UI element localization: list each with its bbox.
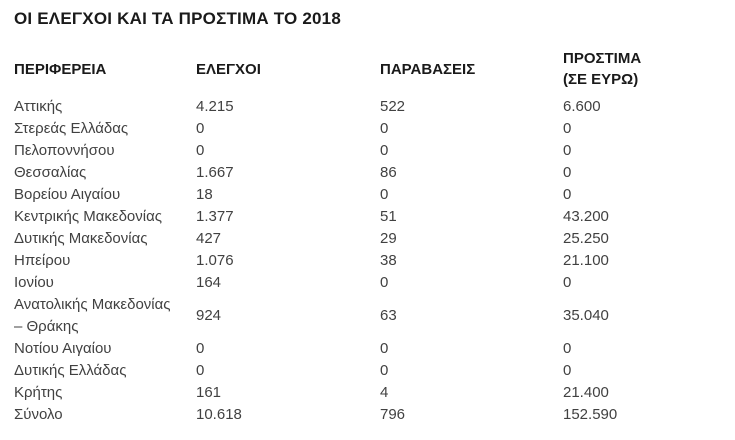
fines-cell: 0	[563, 164, 572, 181]
violations-cell: 29	[380, 230, 397, 247]
region-cell: Κρήτης	[14, 384, 63, 401]
column-header-region: ΠΕΡΙΦΕΡΕΙΑ	[14, 60, 107, 78]
violations-cell: 0	[380, 340, 389, 357]
inspections-cell: 0	[196, 340, 205, 357]
region-cell: Ανατολικής Μακεδονίας – Θράκης	[14, 296, 171, 335]
region-cell: Βορείου Αιγαίου	[14, 186, 121, 203]
table-row: Θεσσαλίας 1.667 86 0	[14, 162, 721, 184]
violations-cell: 0	[380, 362, 389, 379]
table-row: Ιονίου 164 0 0	[14, 272, 721, 294]
region-cell: Κεντρικής Μακεδονίας	[14, 208, 163, 225]
inspections-fines-table: ΠΕΡΙΦΕΡΕΙΑ ΕΛΕΓΧΟΙ ΠΑΡΑΒΑΣΕΙΣ ΠΡΟΣΤΙΜΑ (…	[14, 48, 721, 426]
region-cell: Στερεάς Ελλάδας	[14, 120, 129, 137]
fines-cell: 0	[563, 142, 572, 159]
inspections-cell: 4.215	[196, 98, 234, 115]
violations-cell: 63	[380, 307, 397, 324]
violations-cell: 0	[380, 274, 389, 291]
region-cell: Πελοποννήσου	[14, 142, 115, 159]
violations-cell: 0	[380, 186, 389, 203]
region-cell: Ηπείρου	[14, 252, 71, 269]
region-cell: Σύνολο	[14, 406, 63, 423]
region-cell: Δυτικής Ελλάδας	[14, 362, 127, 379]
inspections-cell: 0	[196, 362, 205, 379]
violations-cell: 522	[380, 98, 406, 115]
fines-cell: 0	[563, 274, 572, 291]
page-title: ΟΙ ΕΛΕΓΧΟΙ ΚΑΙ ΤΑ ΠΡΟΣΤΙΜΑ ΤΟ 2018	[14, 9, 341, 28]
table-row-total: Σύνολο 10.618 796 152.590	[14, 404, 721, 426]
inspections-cell: 164	[196, 274, 222, 291]
fines-cell: 0	[563, 120, 572, 137]
table-row: Αττικής 4.215 522 6.600	[14, 96, 721, 118]
table-row: Δυτικής Ελλάδας 0 0 0	[14, 360, 721, 382]
fines-cell: 0	[563, 340, 572, 357]
fines-cell: 6.600	[563, 98, 601, 115]
violations-cell: 38	[380, 252, 397, 269]
table-row: Πελοποννήσου 0 0 0	[14, 140, 721, 162]
table-row: Στερεάς Ελλάδας 0 0 0	[14, 118, 721, 140]
column-header-violations: ΠΑΡΑΒΑΣΕΙΣ	[380, 60, 476, 78]
fines-cell: 21.400	[563, 384, 609, 401]
fines-cell: 25.250	[563, 230, 609, 247]
table-row: Ανατολικής Μακεδονίας – Θράκης 924 63 35…	[14, 294, 721, 338]
fines-cell: 152.590	[563, 406, 618, 423]
inspections-cell: 924	[196, 307, 222, 324]
table-row: Δυτικής Μακεδονίας 427 29 25.250	[14, 228, 721, 250]
inspections-cell: 0	[196, 120, 205, 137]
fines-cell: 43.200	[563, 208, 609, 225]
fines-cell: 21.100	[563, 252, 609, 269]
inspections-cell: 161	[196, 384, 222, 401]
column-header-inspections: ΕΛΕΓΧΟΙ	[196, 60, 261, 78]
fines-cell: 0	[563, 186, 572, 203]
table-header-row: ΠΕΡΙΦΕΡΕΙΑ ΕΛΕΓΧΟΙ ΠΑΡΑΒΑΣΕΙΣ ΠΡΟΣΤΙΜΑ (…	[14, 48, 721, 96]
fines-cell: 35.040	[563, 307, 609, 324]
table-row: Κεντρικής Μακεδονίας 1.377 51 43.200	[14, 206, 721, 228]
inspections-cell: 1.076	[196, 252, 234, 269]
violations-cell: 4	[380, 384, 389, 401]
region-cell: Αττικής	[14, 98, 63, 115]
region-cell: Θεσσαλίας	[14, 164, 87, 181]
violations-cell: 0	[380, 120, 389, 137]
table-row: Κρήτης 161 4 21.400	[14, 382, 721, 404]
table-row: Ηπείρου 1.076 38 21.100	[14, 250, 721, 272]
table-row: Βορείου Αιγαίου 18 0 0	[14, 184, 721, 206]
inspections-cell: 1.667	[196, 164, 234, 181]
violations-cell: 51	[380, 208, 397, 225]
region-cell: Ιονίου	[14, 274, 54, 291]
inspections-cell: 10.618	[196, 406, 242, 423]
fines-cell: 0	[563, 362, 572, 379]
region-cell: Νοτίου Αιγαίου	[14, 340, 112, 357]
column-header-fines: ΠΡΟΣΤΙΜΑ (ΣΕ ΕΥΡΩ)	[563, 50, 642, 88]
inspections-cell: 18	[196, 186, 213, 203]
violations-cell: 86	[380, 164, 397, 181]
violations-cell: 796	[380, 406, 406, 423]
inspections-cell: 427	[196, 230, 222, 247]
inspections-cell: 0	[196, 142, 205, 159]
inspections-cell: 1.377	[196, 208, 234, 225]
violations-cell: 0	[380, 142, 389, 159]
table-row: Νοτίου Αιγαίου 0 0 0	[14, 338, 721, 360]
region-cell: Δυτικής Μακεδονίας	[14, 230, 148, 247]
